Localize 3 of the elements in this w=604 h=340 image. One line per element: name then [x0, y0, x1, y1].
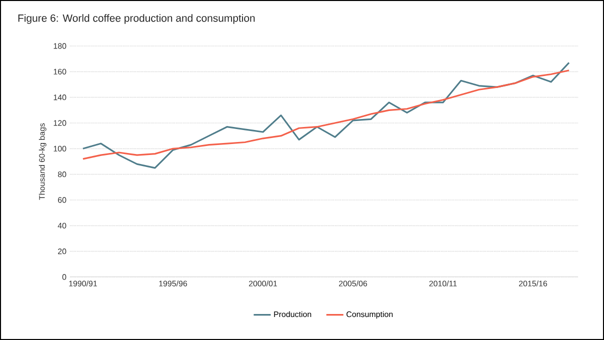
line-series [82, 70, 570, 160]
line-series [82, 62, 570, 169]
chart-title: Figure 6: World coffee production and consumption [18, 14, 255, 24]
